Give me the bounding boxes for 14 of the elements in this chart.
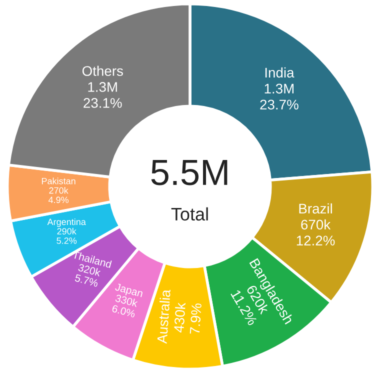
data-label: 670k 12.2%	[296, 219, 335, 246]
slice-label: Brazil	[299, 203, 332, 214]
slice-label: Pakistan	[42, 178, 76, 184]
data-label: 290k 5.2%	[56, 228, 77, 244]
slice-label: Others	[82, 66, 123, 76]
text: 5.5M	[151, 160, 228, 186]
slice-label: Argentina	[47, 218, 86, 227]
slice-label: Australia	[156, 289, 171, 344]
slice-label: India	[265, 67, 294, 78]
data-label: 430k 7.9%	[173, 302, 202, 334]
data-label: 270k 4.9%	[48, 187, 69, 204]
data-label: 1.3M 23.1%	[84, 82, 122, 108]
data-label: 1.3M 23.7%	[260, 84, 298, 110]
text: Total	[171, 207, 208, 221]
